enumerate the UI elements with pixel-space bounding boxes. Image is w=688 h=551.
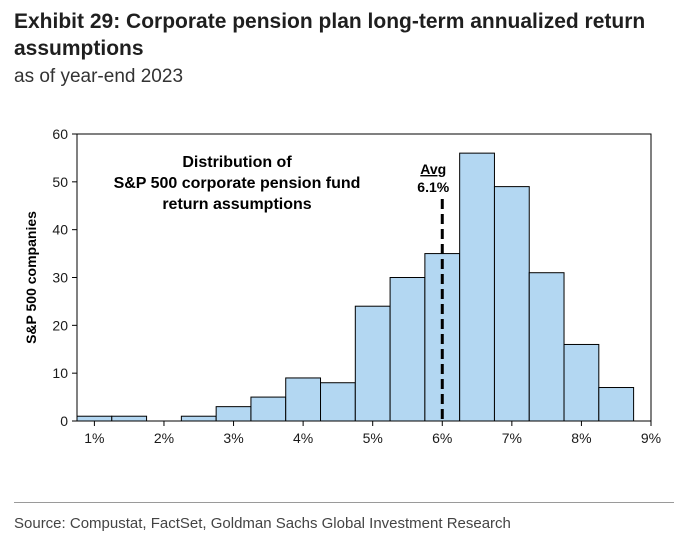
histogram-bar bbox=[111, 415, 148, 422]
histogram-bar bbox=[493, 186, 530, 422]
chart-annotation-line-3: return assumptions bbox=[162, 196, 311, 213]
y-tick-label: 30 bbox=[52, 270, 68, 286]
x-tick-label: 9% bbox=[641, 430, 661, 446]
histogram-bar bbox=[459, 152, 495, 422]
histogram-bar bbox=[528, 272, 565, 422]
histogram-bar bbox=[354, 305, 391, 422]
average-value-label: 6.1% bbox=[417, 179, 449, 195]
histogram-bar bbox=[389, 277, 426, 422]
x-tick-label: 2% bbox=[154, 430, 174, 446]
y-tick-label: 0 bbox=[60, 413, 68, 429]
y-tick-label: 40 bbox=[52, 222, 68, 238]
x-axis: 1% 2% 3% 4% 5% 6% 7% 8% 9% bbox=[84, 421, 661, 446]
page-subtitle: as of year-end 2023 bbox=[14, 66, 184, 87]
histogram-bar bbox=[563, 343, 600, 422]
y-tick-label: 20 bbox=[52, 317, 68, 333]
histogram-bar bbox=[215, 406, 252, 422]
chart-annotation-line-1: Distribution of bbox=[182, 154, 292, 171]
chart-annotation-line-2: S&P 500 corporate pension fund bbox=[114, 175, 361, 192]
histogram-bar bbox=[320, 382, 356, 422]
x-tick-label: 3% bbox=[223, 430, 243, 446]
x-tick-label: 6% bbox=[432, 430, 452, 446]
x-tick-label: 4% bbox=[293, 430, 313, 446]
x-tick-label: 7% bbox=[502, 430, 522, 446]
histogram-bar bbox=[76, 415, 113, 422]
histogram-bar bbox=[250, 396, 287, 422]
x-tick-label: 1% bbox=[84, 430, 104, 446]
y-axis: 0 10 20 30 40 50 60 bbox=[52, 126, 77, 429]
x-tick-label: 5% bbox=[363, 430, 383, 446]
y-tick-label: 60 bbox=[52, 126, 68, 142]
y-tick-label: 50 bbox=[52, 174, 68, 190]
y-axis-label: S&P 500 companies bbox=[23, 211, 39, 344]
source-note: Source: Compustat, FactSet, Goldman Sach… bbox=[14, 515, 511, 532]
bars-layer bbox=[76, 152, 635, 422]
x-tick-label: 8% bbox=[571, 430, 591, 446]
histogram-chart: 0 10 20 30 40 50 60 1% 2% 3% 4% 5% 6% 7% 8% 9% Avg 6.1… bbox=[23, 126, 661, 446]
average-label: Avg bbox=[420, 161, 446, 177]
histogram-bar bbox=[285, 377, 322, 422]
y-tick-label: 10 bbox=[52, 365, 68, 381]
footer-divider bbox=[14, 502, 674, 503]
histogram-bar bbox=[180, 415, 217, 422]
histogram-bar bbox=[598, 387, 635, 422]
page-title: Exhibit 29: Corporate pension plan long-… bbox=[14, 10, 646, 60]
